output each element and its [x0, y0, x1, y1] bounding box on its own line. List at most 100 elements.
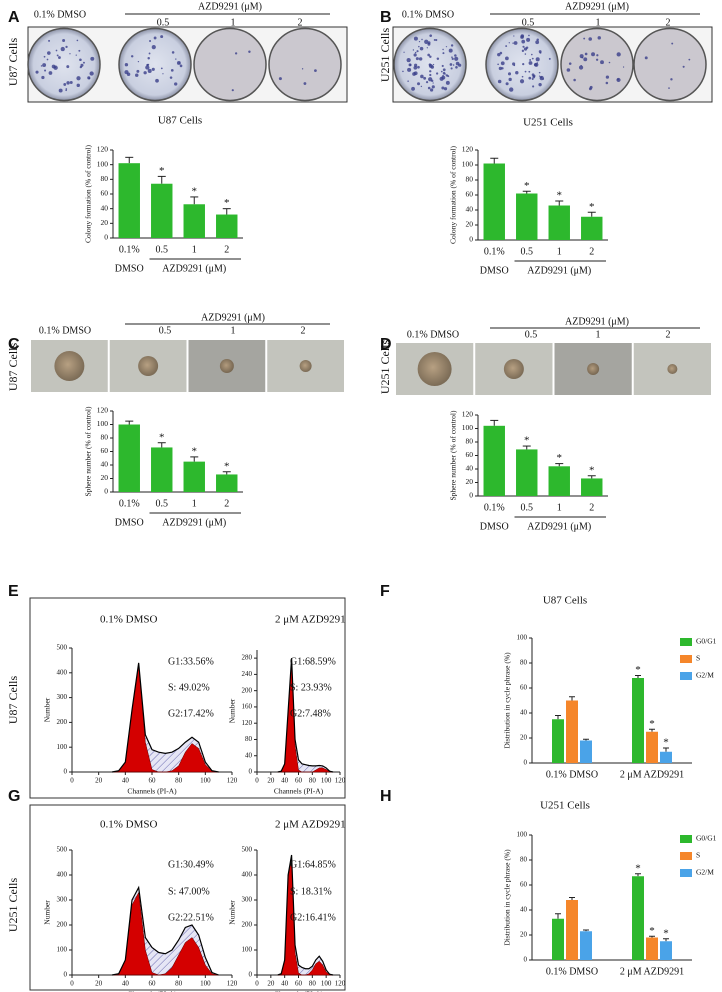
legend-label: G2/M: [696, 868, 714, 877]
colony: [278, 77, 282, 81]
x-tick-label: 0.5: [156, 498, 169, 509]
x-tick-label: 40: [122, 980, 130, 988]
phase-percent: S: 47.00%: [168, 886, 210, 897]
colony: [428, 77, 433, 82]
colony: [418, 40, 421, 43]
histogram-curve: [111, 885, 219, 976]
dose-label: 2: [666, 17, 671, 28]
phase-percent: G2:17.42%: [168, 708, 214, 719]
significance-mark: *: [557, 452, 563, 464]
colony: [600, 60, 604, 65]
y-tick-label: 60: [520, 684, 528, 692]
significance-mark: *: [663, 927, 669, 939]
treatment-label: AZD9291 (μM): [198, 1, 262, 12]
colony: [451, 56, 453, 59]
y-tick-label: 80: [245, 735, 253, 743]
colony: [147, 68, 152, 73]
colony: [682, 65, 685, 68]
colony: [43, 55, 46, 58]
histogram-curve: [111, 662, 219, 773]
x-tick-label: 80: [175, 980, 183, 988]
significance-mark: *: [224, 197, 230, 209]
colony: [82, 61, 85, 64]
x-tick-label: 0.5: [521, 502, 534, 513]
y-tick-label: 500: [242, 846, 253, 854]
colony: [130, 55, 134, 58]
colony: [408, 63, 412, 67]
y-axis-label: Sphere number (% of control): [449, 410, 458, 500]
colony: [429, 70, 432, 73]
colony: [532, 74, 536, 78]
culture-plate: [268, 27, 342, 102]
bar: [580, 740, 592, 763]
chart-title: U87 Cells: [158, 115, 202, 127]
colony: [435, 39, 438, 42]
x-group-label: AZD9291 (μM): [162, 263, 226, 274]
x-tick-label: 2 μM AZD9291: [620, 966, 684, 977]
colony: [589, 85, 593, 89]
phase-fit: [112, 743, 219, 773]
colony: [450, 67, 453, 70]
colony: [442, 68, 446, 72]
bar: [548, 205, 570, 240]
colony: [534, 62, 539, 67]
y-tick-label: 40: [520, 906, 528, 914]
colony: [608, 61, 611, 64]
significance-mark: *: [649, 718, 655, 730]
y-tick-label: 100: [462, 423, 474, 432]
colony: [520, 34, 525, 38]
x-tick-label: 0: [70, 777, 74, 785]
legend-label: G2/M: [696, 671, 714, 680]
x-tick-label: 20: [95, 980, 103, 988]
panel-letter: A: [8, 9, 20, 26]
dose-label: 1: [596, 329, 601, 340]
y-axis-label: Number: [43, 900, 52, 925]
colony: [40, 65, 43, 67]
colony: [432, 82, 434, 84]
x-tick-label: 1: [557, 246, 562, 257]
x-tick-label: 120: [227, 980, 238, 988]
colony: [418, 57, 423, 61]
colony: [137, 60, 140, 63]
cell-line-label: U251 Cells: [6, 878, 20, 933]
x-tick-label: 0.5: [521, 246, 534, 257]
y-tick-label: 0: [64, 971, 68, 979]
colony: [440, 70, 443, 73]
y-tick-label: 40: [466, 205, 474, 214]
colony: [179, 64, 183, 68]
x-tick-label: 100: [321, 980, 332, 988]
colony: [538, 71, 541, 74]
x-tick-label: 0.1% DMSO: [546, 769, 598, 780]
colony: [149, 40, 152, 43]
colony: [504, 56, 509, 61]
y-tick-label: 40: [101, 460, 109, 469]
sphere: [503, 359, 524, 379]
chart-title: U251 Cells: [523, 117, 573, 129]
colony: [671, 42, 674, 45]
y-tick-label: 100: [57, 743, 68, 751]
colony: [583, 37, 586, 40]
colony: [417, 65, 420, 69]
colony: [248, 50, 251, 54]
legend-label: S: [696, 654, 700, 663]
colony: [429, 55, 432, 58]
y-tick-label: 120: [462, 410, 474, 419]
bar: [216, 214, 238, 238]
significance-mark: *: [524, 435, 530, 447]
x-tick-label: 0.1%: [484, 246, 505, 257]
dose-label: 2: [666, 329, 671, 340]
colony: [88, 77, 91, 80]
histogram-curve: [277, 658, 334, 773]
culture-plate: [560, 27, 634, 102]
y-tick-label: 0: [249, 768, 253, 776]
chart-title: 2 μM AZD9291: [275, 614, 346, 626]
colony: [591, 52, 596, 57]
colony: [418, 45, 420, 48]
bar: [581, 216, 603, 240]
colony: [499, 51, 503, 55]
colony: [521, 75, 524, 78]
colony: [688, 58, 691, 61]
phase-percent: S: 18.31%: [290, 886, 332, 897]
colony: [427, 41, 431, 45]
colony: [416, 50, 419, 53]
